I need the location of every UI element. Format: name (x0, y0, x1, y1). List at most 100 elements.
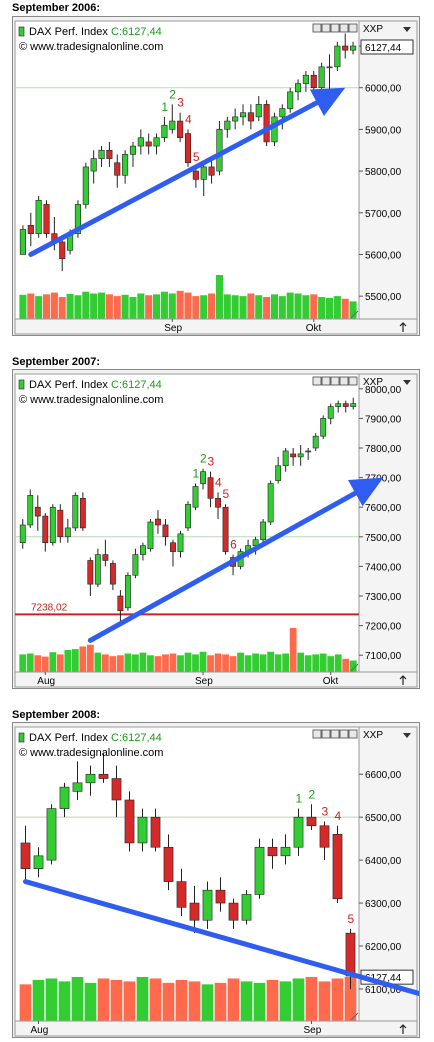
trend-arrow-shaft (23, 879, 434, 1001)
volume-bar (58, 297, 66, 319)
close-icon[interactable] (348, 729, 358, 739)
candle-body (170, 542, 176, 552)
x-tick-label: Okt (323, 676, 339, 687)
candle-body (33, 855, 44, 870)
candle (185, 501, 191, 531)
y-axis-panel (358, 20, 418, 320)
volume-bar (253, 982, 266, 1021)
up-arrow-icon[interactable] (399, 1024, 407, 1034)
volume-bar (27, 293, 35, 319)
candle (252, 536, 259, 555)
candle (147, 519, 154, 552)
candle-body (162, 524, 169, 538)
volume-bar (208, 293, 216, 319)
volume-bar (252, 653, 259, 672)
volume-bar (192, 296, 200, 319)
price-badge (360, 39, 414, 55)
candle (208, 158, 215, 184)
source-label: © www.tradesignalonline.com (19, 41, 163, 53)
candle (327, 403, 334, 425)
candle-body (224, 120, 231, 130)
candle-body (271, 116, 278, 143)
candle-body (310, 74, 317, 89)
close-icon[interactable] (348, 23, 358, 33)
scroll-right-icon[interactable] (321, 729, 331, 739)
candle-body (85, 773, 96, 784)
volume-bar (66, 293, 74, 319)
candle (42, 513, 49, 552)
y-tick-label: 7400,00 (365, 562, 402, 573)
volume-bar (342, 658, 350, 672)
volume-bar (244, 655, 252, 672)
volume-bar (117, 655, 124, 672)
candlestick-chart[interactable]: XXP 5500,00 5600,00 5700,00 5800,00 5900,00 60… (13, 17, 419, 335)
dropdown-arrow-icon[interactable] (403, 27, 411, 32)
candle (85, 765, 96, 796)
candle-body (161, 124, 168, 139)
resize-grip-icon[interactable] (350, 1012, 359, 1021)
candle (215, 877, 226, 912)
restore-icon[interactable] (330, 23, 340, 33)
volume-bar (184, 652, 192, 672)
candle (162, 519, 169, 546)
restore-icon[interactable] (330, 376, 340, 386)
scroll-left-icon[interactable] (312, 376, 322, 386)
maximize-icon[interactable] (339, 376, 349, 386)
candle (293, 808, 304, 856)
up-arrow-icon[interactable] (399, 322, 407, 332)
close-value: C:6127,44 (111, 379, 162, 391)
up-arrow-icon[interactable] (399, 675, 407, 685)
volume-bar (229, 656, 237, 672)
volume-bar (71, 977, 84, 1021)
candle (247, 104, 254, 130)
volume-bar (26, 653, 34, 672)
candle-body (287, 91, 294, 109)
close-value: C:6127,44 (111, 732, 162, 744)
scroll-right-icon[interactable] (321, 376, 331, 386)
candle (34, 495, 41, 531)
candle (222, 504, 229, 555)
candlestick-chart[interactable]: XXP 6100,00 6200,00 6300,00 6400,00 6500,00 66… (13, 723, 434, 1037)
chart-panel[interactable]: XXP 7100,00 7200,00 7300,00 7400,00 7500,00 76… (12, 369, 420, 689)
volume-bar (56, 654, 64, 672)
candle-body (87, 560, 94, 585)
axis-label: XXP (363, 730, 383, 741)
resize-grip-icon[interactable] (350, 663, 359, 672)
candle-body (111, 778, 122, 801)
candle-body (150, 816, 161, 848)
candle-body (132, 554, 139, 576)
candle (124, 791, 135, 852)
candle (192, 166, 199, 188)
candle-body (137, 137, 144, 147)
candlestick-chart[interactable]: XXP 7100,00 7200,00 7300,00 7400,00 7500,00 76… (13, 370, 419, 688)
volume-bar (84, 982, 97, 1021)
chart-panel[interactable]: XXP 6100,00 6200,00 6300,00 6400,00 6500,00 66… (12, 722, 434, 1038)
maximize-icon[interactable] (339, 729, 349, 739)
candle-body (94, 554, 101, 585)
candle (19, 225, 26, 255)
scroll-left-icon[interactable] (312, 23, 322, 33)
volume-bar (74, 295, 82, 319)
candle (43, 200, 50, 238)
volume-bar (333, 296, 341, 319)
volume-bar (19, 294, 27, 319)
scroll-left-icon[interactable] (312, 729, 322, 739)
wave-count-label: 1 (296, 792, 303, 806)
dropdown-arrow-icon[interactable] (403, 380, 411, 385)
candle (350, 397, 357, 410)
dropdown-arrow-icon[interactable] (403, 733, 411, 738)
candle-body (176, 881, 187, 908)
chart-panel[interactable]: XXP 5500,00 5600,00 5700,00 5800,00 5900,00 60… (12, 16, 420, 336)
scroll-right-icon[interactable] (321, 23, 331, 33)
close-icon[interactable] (348, 376, 358, 386)
restore-icon[interactable] (330, 729, 340, 739)
candle-body (279, 108, 286, 118)
candle-body (59, 786, 70, 809)
wave-count-label: 5 (223, 487, 230, 501)
y-tick-label: 7500,00 (365, 533, 402, 544)
volume-bar (129, 297, 137, 319)
maximize-icon[interactable] (339, 23, 349, 33)
candle (122, 150, 129, 184)
resize-grip-icon[interactable] (350, 310, 359, 319)
candle (87, 557, 94, 596)
